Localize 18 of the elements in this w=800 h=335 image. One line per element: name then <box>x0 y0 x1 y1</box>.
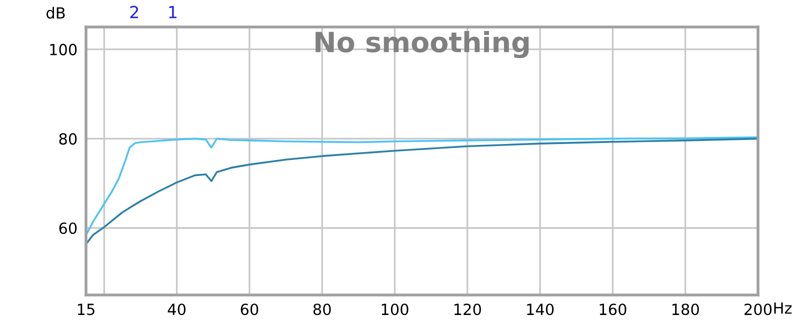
y-axis-title: dB <box>46 6 65 19</box>
x-tick-label: 15 <box>78 304 94 316</box>
text: 1 <box>169 6 176 18</box>
x-tick-label: 180 <box>672 304 699 316</box>
x-tick-label: 60 <box>240 304 258 316</box>
x-tick-label: 160 <box>600 304 626 316</box>
x-axis-title: Hz <box>774 302 792 314</box>
chart-title: No smoothing <box>316 31 529 58</box>
x-tick-label: 140 <box>527 304 554 316</box>
x-tick-label: 80 <box>313 304 331 316</box>
y-tick-label: 80 <box>59 133 77 145</box>
y-tick-label: 60 <box>59 222 77 234</box>
y-tick-label: 100 <box>50 44 77 56</box>
x-tick-label: 200 <box>744 304 772 316</box>
x-tick-label: 100 <box>382 304 408 316</box>
x-tick-label: 120 <box>454 304 481 316</box>
x-tick-label: 40 <box>168 304 186 316</box>
text: 2 <box>130 6 138 18</box>
